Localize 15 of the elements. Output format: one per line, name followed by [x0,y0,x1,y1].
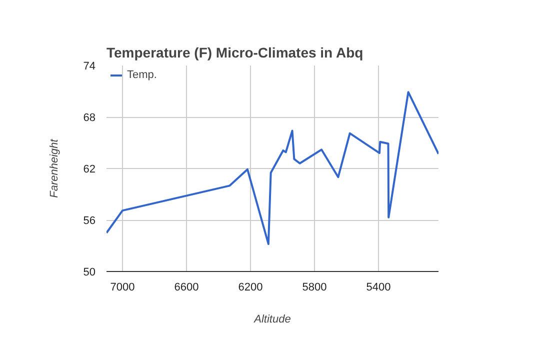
y-axis-title: Farenheight [48,138,60,198]
y-tick-label: 68 [83,112,96,124]
y-tick-label: 74 [83,60,96,72]
x-tick-label: 5400 [366,282,391,294]
legend-label: Temp. [127,69,157,81]
x-tick-label: 7000 [110,282,135,294]
y-tick-label: 62 [83,164,96,176]
x-tick-label: 5800 [302,282,327,294]
chart-title: Temperature (F) Micro-Climates in Abq [106,44,364,60]
x-tick-label: 6200 [238,282,263,294]
x-axis-title: Altitude [253,314,291,326]
line-series [106,91,438,246]
y-tick-label: 50 [83,266,96,278]
y-tick-label: 56 [83,215,96,227]
x-tick-label: 6600 [174,282,199,294]
